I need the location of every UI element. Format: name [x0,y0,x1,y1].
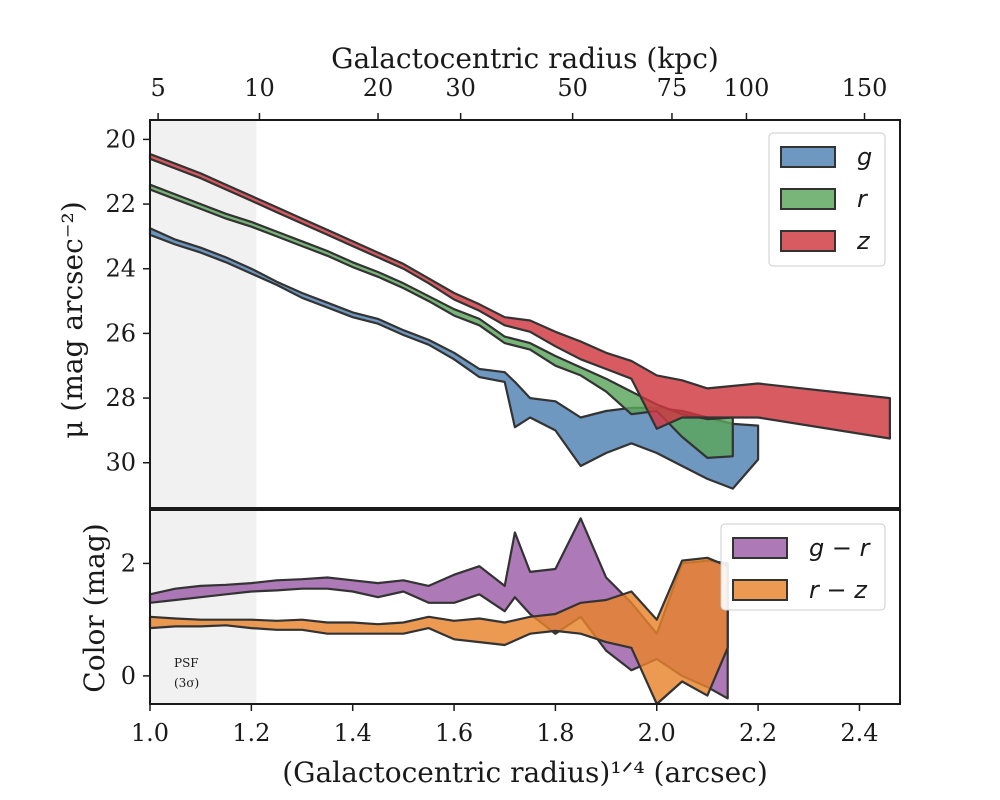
top-x-tick-label: 30 [445,74,476,102]
x-tick-label: 1.2 [232,719,270,747]
y-tick-label: 26 [105,319,136,347]
x-axis-label: (Galactocentric radius)¹ᐟ⁴ (arcsec) [282,756,768,789]
lower-y-axis-label: Color (mag) [78,523,111,692]
legend-label-rz: r − z [809,576,868,604]
bottom-x-ticks: 1.0 1.2 1.4 1.6 1.8 2.0 2.2 2.4 [131,704,879,747]
upper-y-axis-label: μ (mag arcsec⁻²) [56,201,89,438]
x-tick-label: 2.0 [638,719,676,747]
top-axis-label: Galactocentric radius (kpc) [331,42,719,75]
band-gr [148,517,729,700]
band-rz [148,556,729,706]
x-tick-label: 1.4 [334,719,372,747]
top-x-ticks: 5 10 20 30 50 75 100 150 [150,74,887,120]
lower-legend: g − r r − z [720,523,886,611]
x-tick-label: 2.2 [739,719,777,747]
legend-swatch-rz [732,579,788,601]
lower-y-ticks: 02 [121,549,150,690]
legend-swatch-z [780,230,836,252]
color-bands [148,517,729,706]
band-r [148,183,734,459]
top-x-tick-label: 10 [244,74,275,102]
legend-label-gr: g − r [809,534,872,562]
y-tick-label: 2 [121,549,136,577]
x-tick-label: 1.0 [131,719,169,747]
y-tick-label: 30 [105,449,136,477]
top-x-tick-label: 50 [557,74,588,102]
x-tick-label: 1.8 [536,719,574,747]
upper-y-ticks: 20 22 24 26 28 30 [105,125,150,477]
psf-region-upper [150,120,257,508]
color-panel: 02 1.0 1.2 1.4 1.6 1.8 2.0 2.2 2.4 g − rr − z P… [121,509,901,747]
band-z [148,152,892,440]
y-tick-label: 22 [105,190,136,218]
y-tick-label: 24 [105,255,136,283]
x-tick-label: 2.4 [840,719,878,747]
legend-swatch-g [780,146,836,168]
legend-label-z: z [856,227,871,255]
top-x-tick-label: 100 [724,74,770,102]
psf-sigma-label: (3σ) [174,676,199,690]
psf-region-lower [150,510,257,704]
top-x-tick-label: 5 [150,74,165,102]
surface-brightness-bands [148,152,892,490]
lower-panel-frame [149,509,901,705]
upper-legend: grz [768,132,886,267]
y-tick-label: 28 [105,384,136,412]
legend-swatch-r [780,188,836,210]
upper-panel-frame [149,119,901,509]
y-tick-label: 0 [121,662,136,690]
psf-label: PSF [174,656,199,670]
y-tick-label: 20 [105,125,136,153]
band-g [148,227,760,490]
top-x-tick-label: 150 [842,74,888,102]
x-tick-label: 1.6 [435,719,473,747]
top-x-tick-label: 20 [363,74,394,102]
top-x-tick-label: 75 [657,74,688,102]
surface-brightness-panel: 20 22 24 26 28 30 5 10 20 30 50 75 100 150 grz [105,74,901,509]
legend-label-g: g [857,143,872,171]
legend-swatch-gr [732,537,788,559]
legend-label-r: r [857,185,869,213]
